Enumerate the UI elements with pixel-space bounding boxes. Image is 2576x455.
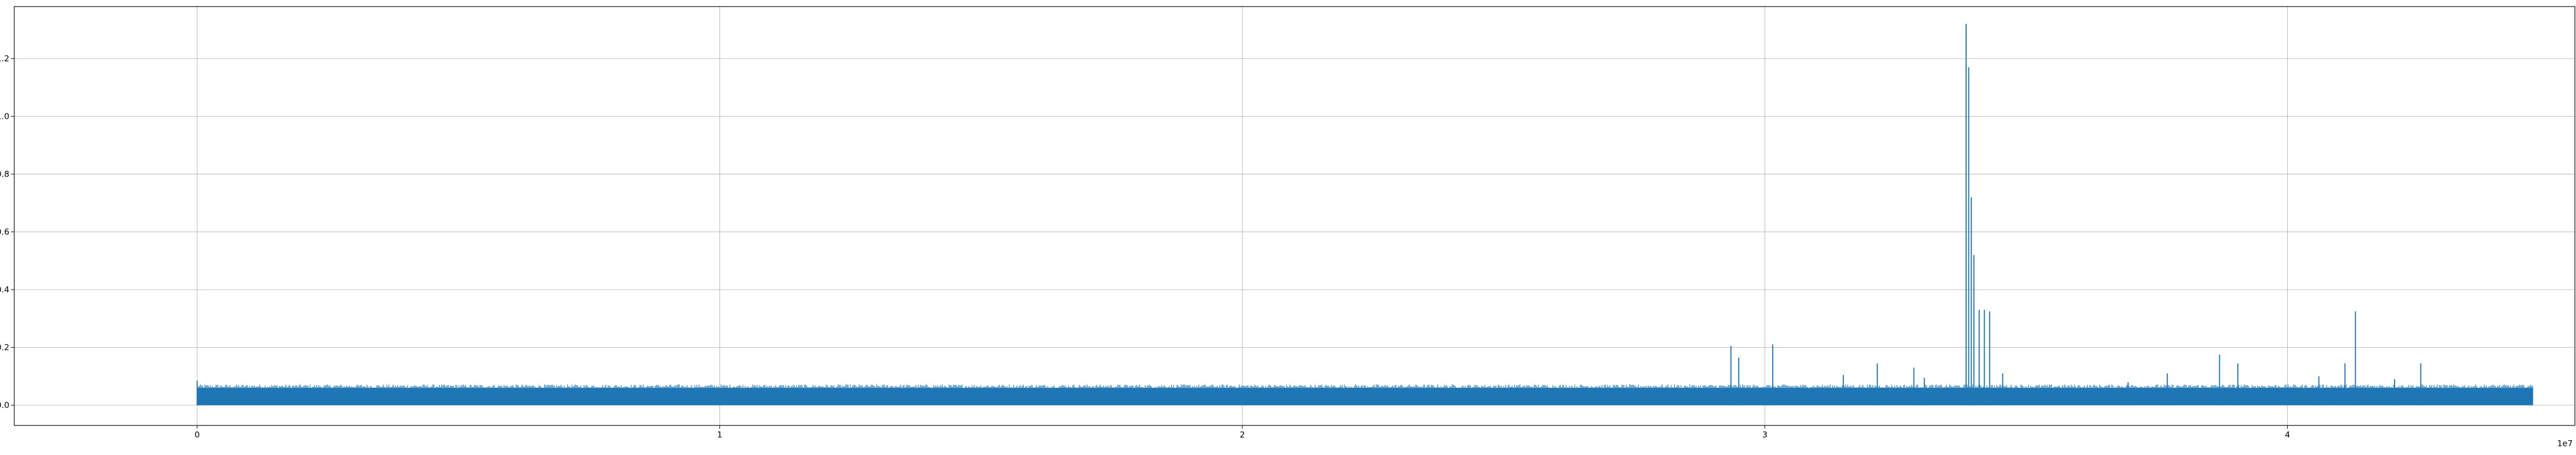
plot-frame [14,6,2575,426]
grid [14,7,2575,425]
y-tick-label: 0.2 [0,343,9,353]
x-tick-label: 1 [717,430,723,440]
x-axis: 0 1 2 3 4 [195,425,2290,440]
series-line [196,24,2533,406]
y-tick-label: 1.0 [0,111,9,121]
y-tick-label: 0.4 [0,285,9,295]
x-tick-label: 4 [2285,430,2291,440]
plot-area [14,7,2575,425]
x-tick-label: 3 [1762,430,1768,440]
x-tick-label: 2 [1240,430,1245,440]
y-tick-label: 0.0 [0,400,9,410]
y-tick-label: 0.6 [0,227,9,237]
y-tick-label: 0.8 [0,169,9,179]
x-axis-offset-label: 1e7 [2557,439,2573,448]
x-tick-label: 0 [195,430,200,440]
y-tick-label: 1.2 [0,54,9,64]
y-axis: 0.0 0.2 0.4 0.6 0.8 1.0 1.2 [0,54,14,410]
